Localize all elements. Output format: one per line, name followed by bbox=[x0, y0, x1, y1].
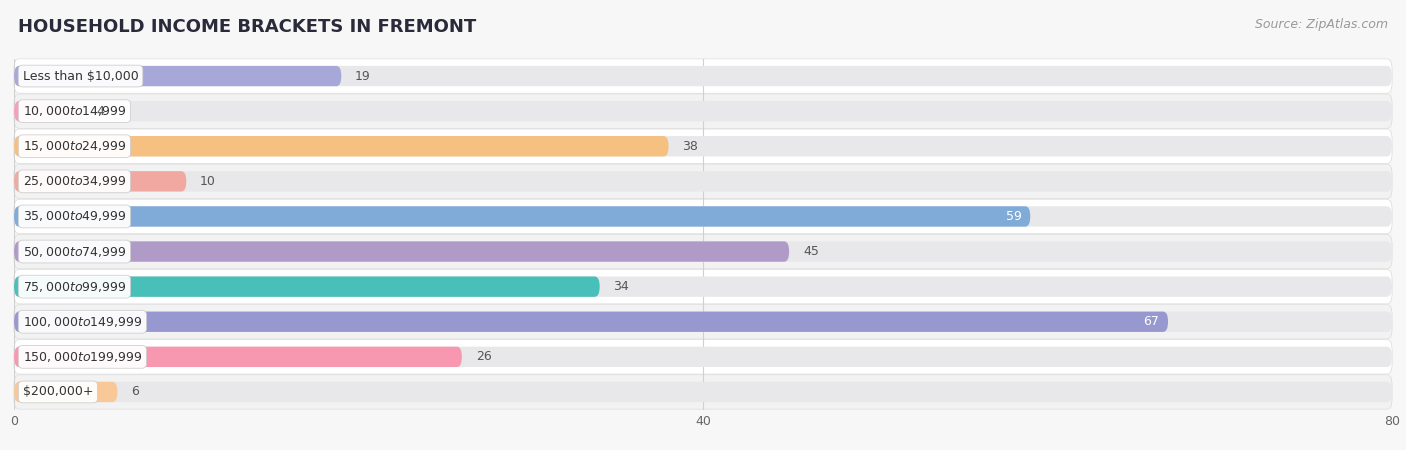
FancyBboxPatch shape bbox=[14, 199, 1392, 234]
FancyBboxPatch shape bbox=[14, 375, 1392, 409]
Text: 6: 6 bbox=[131, 386, 139, 398]
FancyBboxPatch shape bbox=[14, 382, 118, 402]
Text: HOUSEHOLD INCOME BRACKETS IN FREMONT: HOUSEHOLD INCOME BRACKETS IN FREMONT bbox=[18, 18, 477, 36]
FancyBboxPatch shape bbox=[14, 101, 1392, 122]
FancyBboxPatch shape bbox=[14, 94, 1392, 128]
Text: $200,000+: $200,000+ bbox=[22, 386, 93, 398]
FancyBboxPatch shape bbox=[14, 136, 1392, 157]
Text: 10: 10 bbox=[200, 175, 217, 188]
FancyBboxPatch shape bbox=[14, 382, 1392, 402]
FancyBboxPatch shape bbox=[14, 241, 1392, 262]
Text: 19: 19 bbox=[356, 70, 371, 82]
Text: Less than $10,000: Less than $10,000 bbox=[22, 70, 138, 82]
FancyBboxPatch shape bbox=[14, 129, 1392, 163]
FancyBboxPatch shape bbox=[14, 66, 342, 86]
Text: $150,000 to $199,999: $150,000 to $199,999 bbox=[22, 350, 142, 364]
Text: 34: 34 bbox=[613, 280, 630, 293]
FancyBboxPatch shape bbox=[14, 164, 1392, 198]
FancyBboxPatch shape bbox=[14, 234, 1392, 269]
FancyBboxPatch shape bbox=[14, 311, 1392, 332]
Text: $25,000 to $34,999: $25,000 to $34,999 bbox=[22, 174, 127, 189]
Text: $35,000 to $49,999: $35,000 to $49,999 bbox=[22, 209, 127, 224]
Text: $75,000 to $99,999: $75,000 to $99,999 bbox=[22, 279, 127, 294]
Text: $10,000 to $14,999: $10,000 to $14,999 bbox=[22, 104, 127, 118]
FancyBboxPatch shape bbox=[14, 276, 1392, 297]
FancyBboxPatch shape bbox=[14, 305, 1392, 339]
FancyBboxPatch shape bbox=[14, 311, 1168, 332]
FancyBboxPatch shape bbox=[14, 241, 789, 262]
Text: 38: 38 bbox=[682, 140, 699, 153]
FancyBboxPatch shape bbox=[14, 171, 1392, 192]
FancyBboxPatch shape bbox=[14, 276, 599, 297]
FancyBboxPatch shape bbox=[14, 346, 463, 367]
FancyBboxPatch shape bbox=[14, 66, 1392, 86]
FancyBboxPatch shape bbox=[14, 206, 1392, 227]
FancyBboxPatch shape bbox=[14, 101, 83, 122]
FancyBboxPatch shape bbox=[14, 346, 1392, 367]
Text: $50,000 to $74,999: $50,000 to $74,999 bbox=[22, 244, 127, 259]
Text: 4: 4 bbox=[97, 105, 104, 117]
FancyBboxPatch shape bbox=[14, 171, 186, 192]
Text: 26: 26 bbox=[475, 351, 492, 363]
Text: $15,000 to $24,999: $15,000 to $24,999 bbox=[22, 139, 127, 153]
Text: $100,000 to $149,999: $100,000 to $149,999 bbox=[22, 315, 142, 329]
Text: Source: ZipAtlas.com: Source: ZipAtlas.com bbox=[1254, 18, 1388, 31]
FancyBboxPatch shape bbox=[14, 59, 1392, 93]
FancyBboxPatch shape bbox=[14, 136, 669, 157]
FancyBboxPatch shape bbox=[14, 340, 1392, 374]
Text: 67: 67 bbox=[1143, 315, 1160, 328]
Text: 59: 59 bbox=[1005, 210, 1022, 223]
FancyBboxPatch shape bbox=[14, 206, 1031, 227]
Text: 45: 45 bbox=[803, 245, 818, 258]
FancyBboxPatch shape bbox=[14, 270, 1392, 304]
